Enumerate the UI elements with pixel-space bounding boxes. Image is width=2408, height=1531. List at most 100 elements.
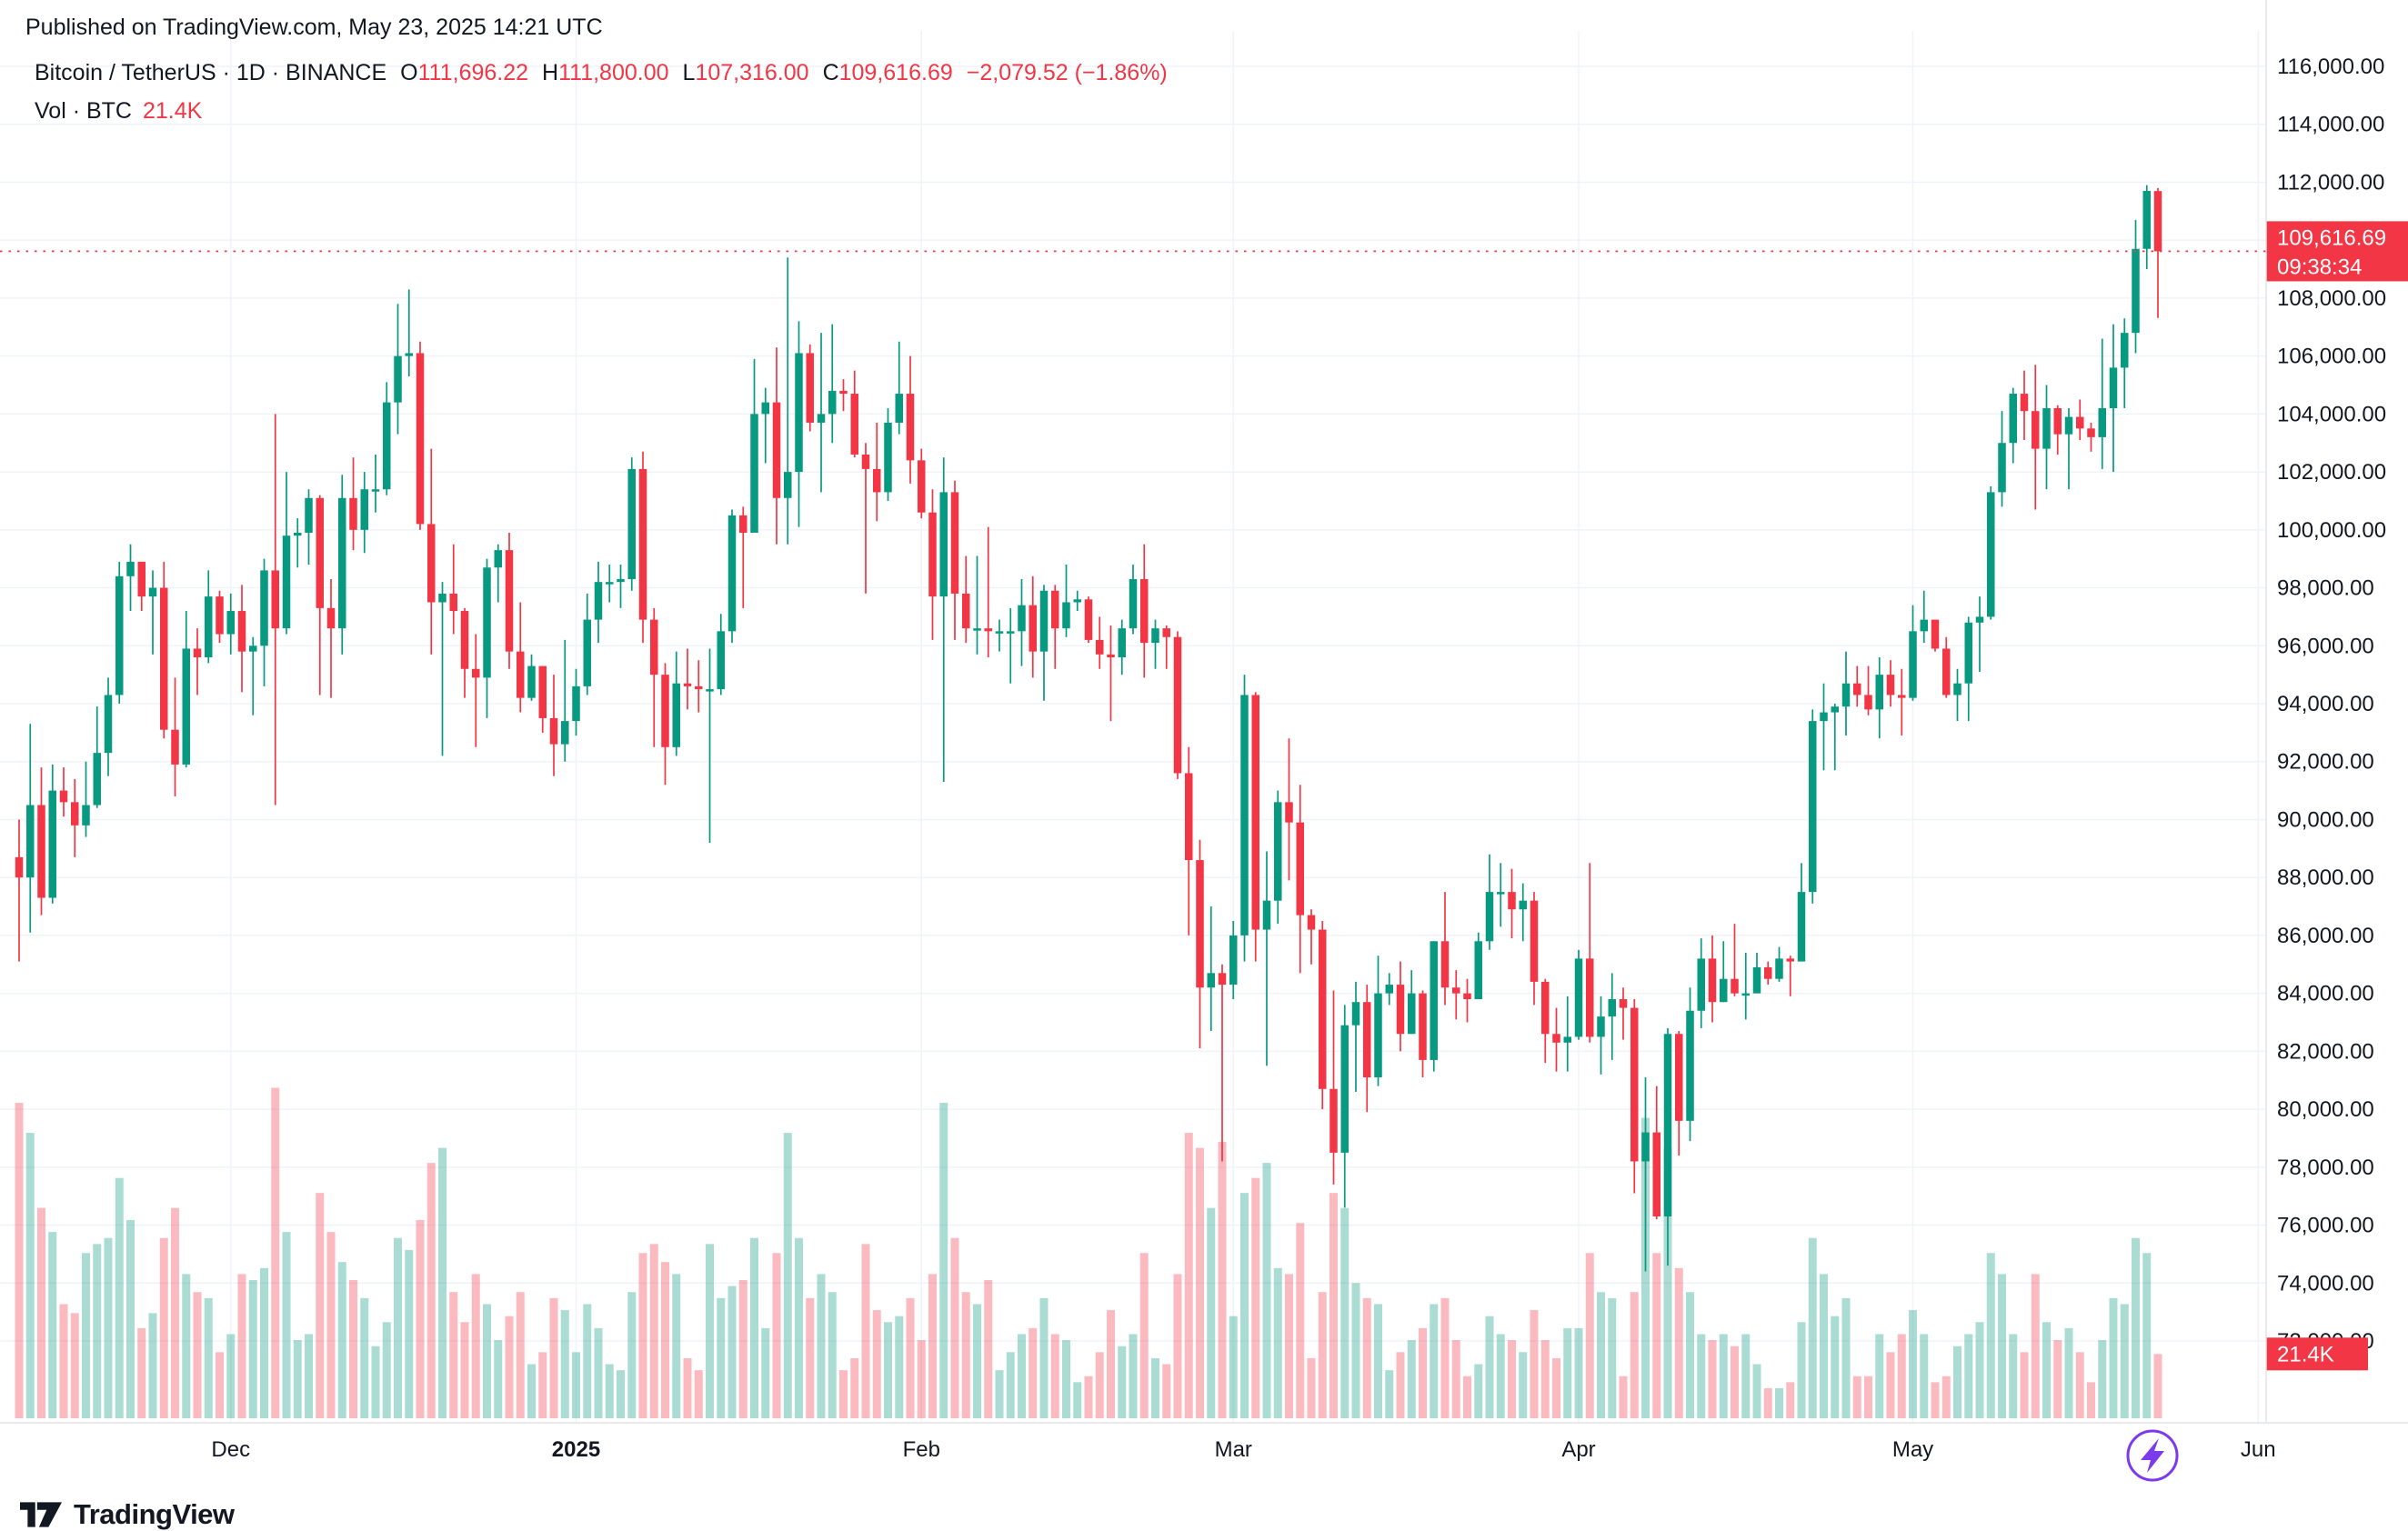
volume-bar <box>1697 1334 1706 1418</box>
volume-bar <box>1351 1283 1360 1418</box>
tradingview-logo-text: TradingView <box>74 1498 235 1530</box>
volume-bar <box>1886 1352 1895 1418</box>
candle-body <box>538 665 547 718</box>
candle-body <box>2020 394 2029 412</box>
candle-body <box>1129 578 1138 629</box>
volume-bar <box>1039 1297 1048 1418</box>
candle-body <box>193 648 202 658</box>
volume-bar <box>583 1304 592 1418</box>
candle-body <box>349 497 357 530</box>
volume-bar <box>216 1352 224 1418</box>
volume-bar <box>1652 1253 1661 1418</box>
volume-bar <box>483 1304 491 1418</box>
volume-bar <box>538 1352 547 1418</box>
volume-bar <box>438 1147 446 1418</box>
volume-bar <box>237 1274 246 1418</box>
candle-body <box>171 729 179 765</box>
volume-bar <box>82 1253 90 1418</box>
volume-bar <box>137 1327 146 1418</box>
candle-body <box>549 717 558 745</box>
volume-bar <box>1196 1147 1204 1418</box>
volume-bar <box>1920 1334 1929 1418</box>
x-axis-label: Dec <box>211 1437 250 1462</box>
candle-body <box>995 631 1004 634</box>
candle-body <box>1964 622 1972 684</box>
candle-body <box>237 611 246 652</box>
volume-bar <box>282 1232 291 1418</box>
candle-body <box>1508 892 1516 910</box>
candle-body <box>1686 1010 1694 1121</box>
volume-bar <box>115 1177 124 1418</box>
volume-bar <box>1852 1376 1861 1418</box>
legend-row-volume: Vol · BTC 21.4K <box>35 98 1168 136</box>
candle-body <box>1497 892 1505 895</box>
candle-body <box>37 805 45 898</box>
candle-body <box>1274 802 1282 901</box>
candle-body <box>750 414 758 534</box>
volume-bar <box>1139 1253 1149 1418</box>
y-axis-label: 84,000.00 <box>2277 982 2374 1006</box>
y-axis-label: 102,000.00 <box>2277 460 2386 485</box>
volume-bar <box>1028 1327 1038 1418</box>
candle-body <box>1675 1034 1683 1121</box>
candle-body <box>2153 191 2162 252</box>
tradingview-attribution[interactable]: TradingView <box>20 1498 235 1531</box>
volume-bar <box>973 1304 981 1418</box>
symbol-title: Bitcoin / TetherUS · 1D · BINANCE <box>35 60 387 85</box>
volume-bar <box>148 1313 157 1418</box>
candle-body <box>505 550 514 652</box>
volume-bar <box>1173 1274 1182 1418</box>
volume-bar <box>516 1292 525 1418</box>
candle-body <box>1764 966 1772 979</box>
candle-body <box>26 805 35 878</box>
candle-body <box>82 805 90 826</box>
candle-body <box>1485 892 1494 942</box>
volume-bar <box>1775 1387 1783 1418</box>
candle-body <box>683 683 692 686</box>
volume-bar <box>449 1292 458 1418</box>
volume-bar <box>906 1297 915 1418</box>
candle-body <box>617 578 625 583</box>
volume-bar <box>70 1313 79 1418</box>
candle-body <box>572 685 580 722</box>
volume-bar <box>1240 1193 1249 1418</box>
price-axis[interactable]: 116,000.00114,000.00112,000.00110,000.00… <box>2277 55 2386 1354</box>
volume-bar <box>717 1297 726 1418</box>
candle-body <box>1909 631 1917 698</box>
candle-body <box>795 353 803 473</box>
flash-trade-button[interactable] <box>2126 1429 2179 1482</box>
time-axis[interactable]: Dec 2025 Feb Mar Apr May Jun <box>211 1437 2275 1462</box>
volume-bar <box>1552 1357 1560 1418</box>
candle-body <box>226 611 235 635</box>
candle-body <box>205 596 213 658</box>
volume-bar <box>405 1249 414 1418</box>
volume-bar <box>2087 1382 2095 1418</box>
volume-bar <box>939 1103 948 1418</box>
volume-bar <box>382 1322 391 1418</box>
volume-bar <box>2132 1237 2140 1418</box>
candle-body <box>1340 1025 1349 1153</box>
volume-bar <box>560 1310 569 1418</box>
current-price-badge[interactable] <box>2266 221 2408 282</box>
volume-bar <box>2064 1327 2073 1418</box>
y-axis-label: 82,000.00 <box>2277 1039 2374 1064</box>
candle-body <box>1463 993 1471 1000</box>
candle-body <box>695 685 703 690</box>
candle-body <box>1018 605 1026 632</box>
candle-body <box>182 648 190 765</box>
volume-bar <box>2153 1354 2162 1418</box>
candle-body <box>1151 628 1159 644</box>
candle-body <box>784 472 792 498</box>
published-line: Published on TradingView.com, May 23, 20… <box>25 15 603 40</box>
volume-bar <box>1519 1352 1528 1418</box>
volume-bar <box>1006 1352 1015 1418</box>
y-axis-label: 92,000.00 <box>2277 750 2374 775</box>
volume-bar <box>471 1274 480 1418</box>
volume-bar <box>861 1244 870 1418</box>
candle-body <box>1039 590 1048 652</box>
candle-body <box>383 402 391 490</box>
volume-bar <box>683 1357 692 1418</box>
volume-bar <box>1095 1352 1104 1418</box>
candle-body <box>1663 1034 1672 1216</box>
